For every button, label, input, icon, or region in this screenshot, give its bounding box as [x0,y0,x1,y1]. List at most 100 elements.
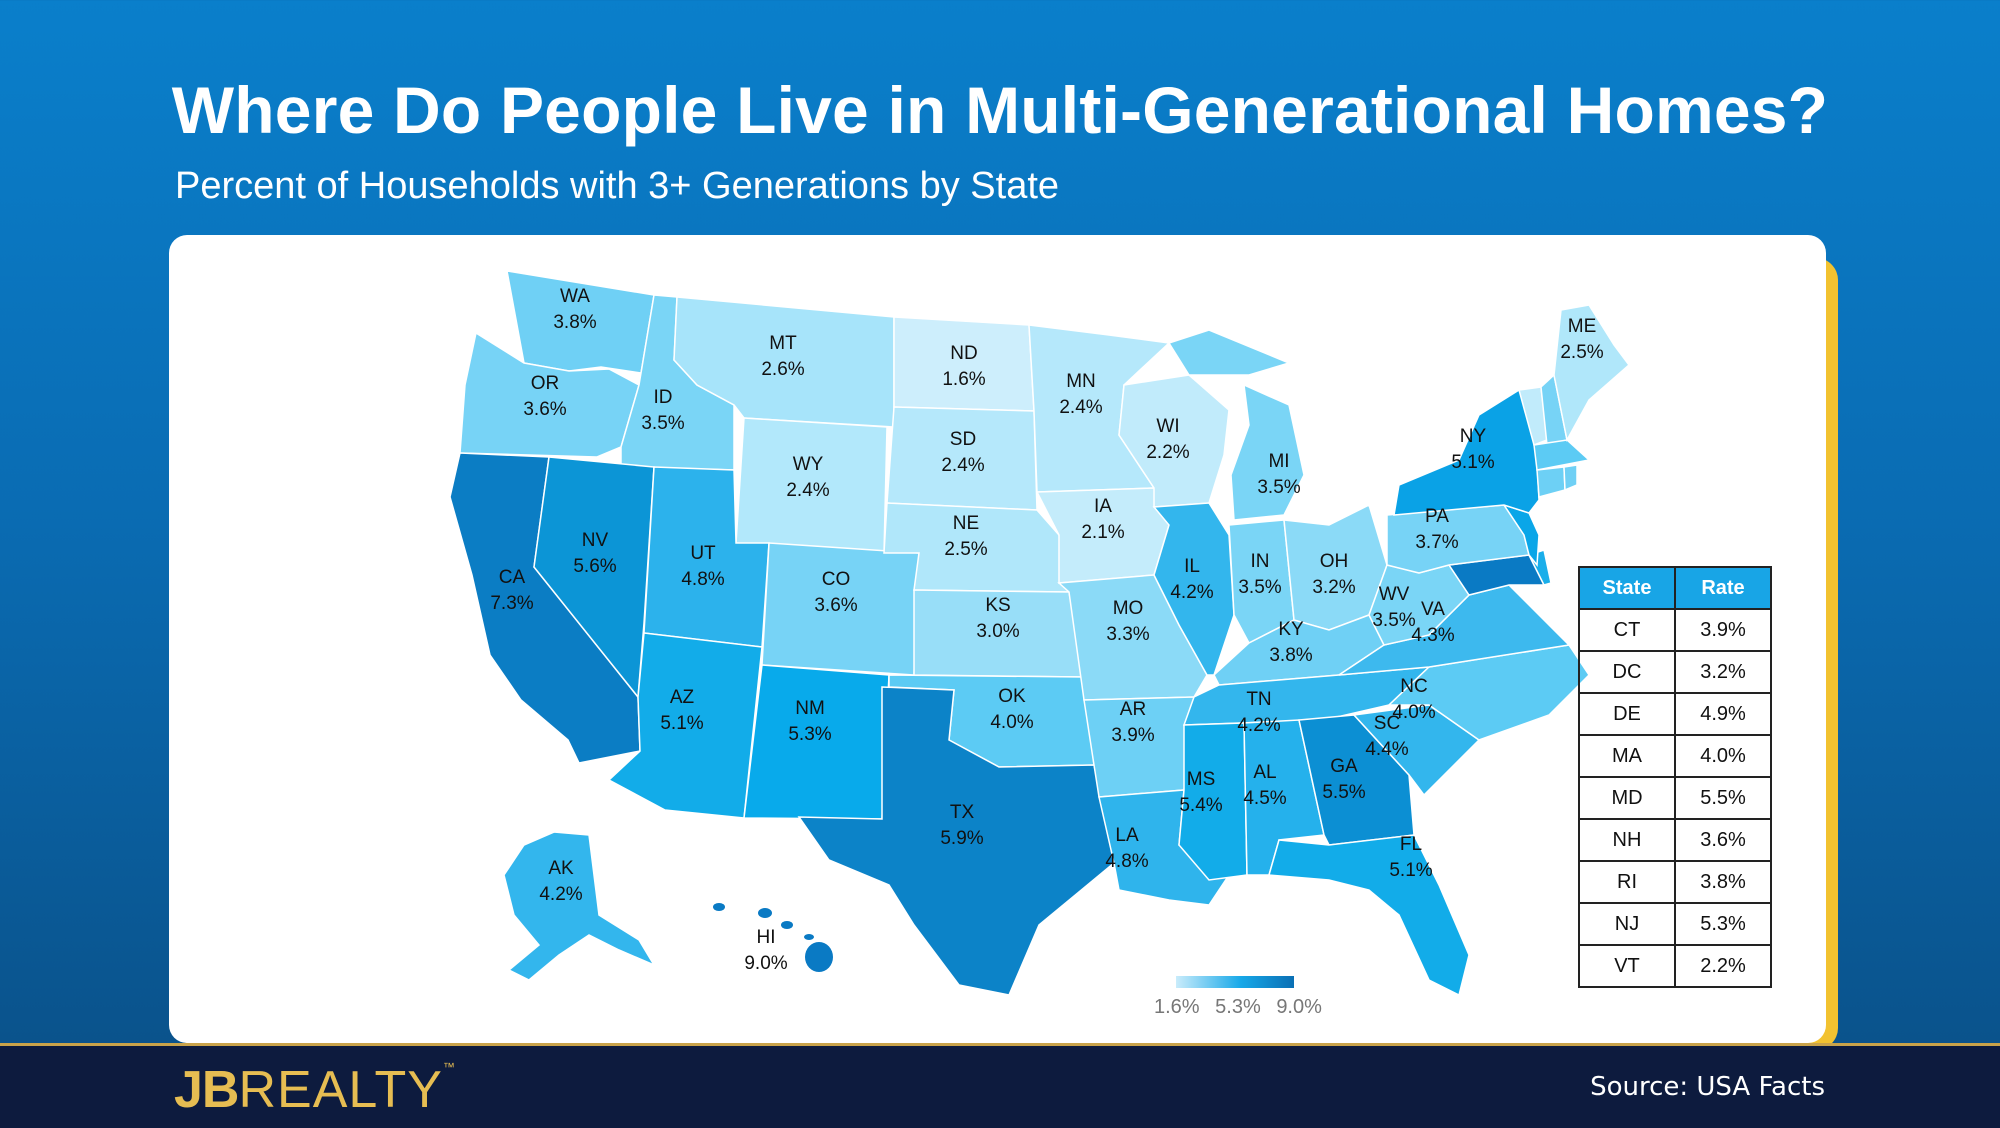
jb-realty-logo: JBREALTY™ [174,1060,455,1120]
table-header-row: State Rate [1578,566,1772,610]
map-label-abbr: CO [822,569,851,590]
map-label-abbr: MO [1113,598,1144,619]
map-label-abbr: OR [531,373,560,394]
map-label-value: 3.5% [641,413,684,434]
map-label-value: 9.0% [744,953,787,974]
map-label-value: 2.5% [1560,342,1603,363]
table-row: DE 4.9% [1578,692,1772,736]
map-label-abbr: IA [1094,496,1112,517]
map-label-abbr: NE [953,513,979,534]
map-label-value: 4.2% [1237,715,1280,736]
map-label-value: 3.6% [523,399,566,420]
map-label-value: 5.3% [788,724,831,745]
map-label-abbr: ND [950,343,977,364]
map-label-value: 3.8% [1269,645,1312,666]
map-label-abbr: IN [1251,551,1270,572]
map-label-value: 5.1% [660,713,703,734]
table-cell-rate: 5.3% [1674,902,1772,946]
map-label-abbr: SD [950,429,976,450]
map-label-abbr: AK [548,858,574,879]
table-cell-state: MA [1578,734,1676,778]
map-label-abbr: OH [1320,551,1349,572]
state-RI [1563,464,1578,492]
map-label-abbr: WA [560,286,590,307]
table-cell-rate: 3.6% [1674,818,1772,862]
map-card: WA 3.8% OR 3.6% CA 7.3% ID 3.5% NV 5.6% MT 2.6% WY 2.… [169,235,1826,1043]
state-TX [797,686,1115,996]
map-label-value: 5.1% [1389,860,1432,881]
table-row: NJ 5.3% [1578,902,1772,946]
map-label-abbr: NC [1400,676,1427,697]
table-row: VT 2.2% [1578,944,1772,988]
map-label-value: 5.6% [573,556,616,577]
map-label-value: 5.1% [1451,452,1494,473]
map-label-value: 4.0% [1392,702,1435,723]
table-cell-rate: 4.9% [1674,692,1772,736]
table-row: MA 4.0% [1578,734,1772,778]
map-label-value: 3.8% [553,312,596,333]
state-AZ [607,632,763,819]
table-cell-rate: 3.2% [1674,650,1772,694]
map-label-value: 3.7% [1415,532,1458,553]
table-cell-state: NJ [1578,902,1676,946]
map-label-value: 4.8% [1105,851,1148,872]
table-header-state: State [1578,566,1676,610]
map-label-abbr: KY [1278,619,1304,640]
table-cell-state: CT [1578,608,1676,652]
map-label-value: 4.3% [1411,625,1454,646]
table-row: NH 3.6% [1578,818,1772,862]
legend-min: 1.6% [1154,996,1200,1018]
map-label-abbr: WY [793,454,824,475]
map-label-value: 4.5% [1243,788,1286,809]
map-label-abbr: MS [1187,769,1216,790]
table-row: RI 3.8% [1578,860,1772,904]
map-label-value: 4.4% [1365,739,1408,760]
map-label-value: 2.4% [941,455,984,476]
map-label-value: 4.2% [539,884,582,905]
map-label-value: 4.8% [681,569,724,590]
source-credit: Source: USA Facts [1590,1072,1825,1102]
table-cell-state: RI [1578,860,1676,904]
page-title: Where Do People Live in Multi-Generation… [171,73,1829,147]
map-label-abbr: NV [582,530,609,551]
state-SC [1352,704,1481,797]
table-cell-rate: 3.9% [1674,608,1772,652]
page-subtitle: Percent of Households with 3+ Generation… [175,165,1060,207]
logo-word: REALTY [238,1061,443,1119]
legend-mid: 5.3% [1215,996,1261,1018]
map-label-abbr: TX [950,802,975,823]
table-cell-state: MD [1578,776,1676,820]
map-label-abbr: WV [1379,584,1410,605]
map-label-value: 4.0% [990,712,1033,733]
map-label-abbr: UT [690,543,716,564]
state-IL [1152,502,1235,676]
map-label-abbr: MN [1066,371,1096,392]
map-label-abbr: NY [1460,426,1487,447]
state-FL [1268,834,1470,997]
map-label-value: 1.6% [942,369,985,390]
map-label-value: 3.2% [1312,577,1355,598]
state-CT [1536,466,1566,498]
map-label-value: 3.3% [1106,624,1149,645]
table-cell-rate: 4.0% [1674,734,1772,778]
map-label-group: WA 3.8% OR 3.6% CA 7.3% ID 3.5% NV 5.6% MT 2.6% WY 2.… [490,286,1603,974]
legend-max: 9.0% [1276,996,1322,1018]
map-label-abbr: AR [1120,699,1146,720]
map-label-value: 3.0% [976,621,1019,642]
map-label-value: 3.5% [1257,477,1300,498]
state-MI [1230,383,1305,521]
map-label-value: 2.6% [761,359,804,380]
map-label-abbr: NM [795,698,825,719]
map-label-value: 4.2% [1170,582,1213,603]
map-label-abbr: MI [1268,451,1289,472]
table-cell-state: DC [1578,650,1676,694]
map-label-abbr: TN [1246,689,1271,710]
map-label-value: 2.1% [1081,522,1124,543]
map-label-value: 2.2% [1146,442,1189,463]
map-label-abbr: AL [1253,762,1276,783]
table-row: CT 3.9% [1578,608,1772,652]
map-label-abbr: FL [1400,834,1422,855]
map-label-abbr: LA [1115,825,1139,846]
table-row: MD 5.5% [1578,776,1772,820]
color-scale-labels: 1.6% 5.3% 9.0% [1154,996,1354,1019]
